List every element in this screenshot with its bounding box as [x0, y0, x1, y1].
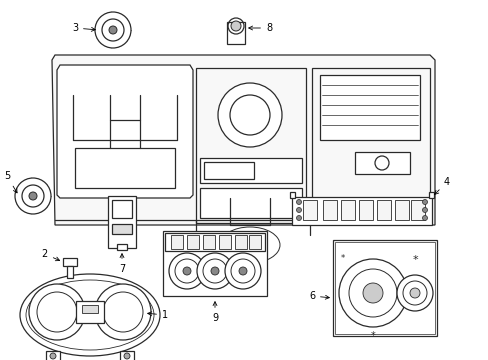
Polygon shape	[57, 65, 193, 198]
Circle shape	[95, 12, 131, 48]
Bar	[186, 235, 199, 249]
Text: *: *	[340, 253, 345, 262]
Circle shape	[422, 199, 427, 204]
Bar	[289, 192, 294, 198]
Circle shape	[169, 253, 204, 289]
Bar	[196, 68, 305, 223]
Circle shape	[50, 353, 56, 359]
Bar	[354, 152, 409, 174]
Circle shape	[296, 216, 301, 220]
Circle shape	[197, 253, 232, 289]
Bar	[82, 305, 98, 313]
Bar	[394, 200, 408, 220]
Circle shape	[296, 207, 301, 212]
Bar	[311, 68, 429, 223]
Circle shape	[29, 192, 37, 200]
Bar	[376, 200, 390, 220]
Circle shape	[95, 284, 151, 340]
Circle shape	[422, 216, 427, 220]
Bar	[303, 200, 316, 220]
Circle shape	[15, 178, 51, 214]
Bar	[332, 240, 436, 336]
Text: 2: 2	[41, 249, 60, 261]
Polygon shape	[52, 55, 434, 225]
Bar	[112, 200, 132, 218]
Bar	[428, 192, 433, 198]
Circle shape	[183, 267, 191, 275]
Circle shape	[109, 26, 117, 34]
Bar	[358, 200, 372, 220]
Circle shape	[409, 288, 419, 298]
Text: *: *	[411, 255, 417, 265]
Text: *: *	[370, 331, 375, 341]
Ellipse shape	[26, 280, 154, 350]
Bar	[203, 235, 215, 249]
Bar	[340, 200, 354, 220]
Text: 8: 8	[248, 23, 271, 33]
Bar	[120, 351, 134, 360]
Bar	[319, 75, 419, 140]
Bar	[46, 351, 60, 360]
Bar	[67, 266, 73, 278]
Circle shape	[422, 207, 427, 212]
Bar	[248, 235, 261, 249]
Bar	[235, 235, 246, 249]
Text: 4: 4	[434, 177, 449, 194]
Bar	[117, 244, 127, 250]
Text: 7: 7	[119, 254, 125, 274]
Bar	[323, 200, 336, 220]
Bar	[75, 148, 175, 188]
Bar	[291, 197, 431, 225]
Circle shape	[338, 259, 406, 327]
Circle shape	[218, 83, 282, 147]
Text: 6: 6	[308, 291, 328, 301]
Bar	[203, 162, 253, 179]
Bar	[112, 224, 132, 234]
Text: 9: 9	[211, 302, 218, 323]
Circle shape	[224, 253, 261, 289]
Circle shape	[296, 199, 301, 204]
Bar	[108, 196, 136, 248]
Circle shape	[210, 267, 219, 275]
Bar	[76, 301, 104, 323]
Bar	[164, 233, 264, 251]
Bar	[410, 200, 424, 220]
Bar	[219, 235, 230, 249]
Bar	[63, 258, 77, 266]
Circle shape	[239, 267, 246, 275]
Text: 1: 1	[147, 310, 168, 320]
Bar	[200, 158, 302, 183]
Circle shape	[124, 353, 130, 359]
Bar	[200, 188, 302, 218]
Circle shape	[362, 283, 382, 303]
Text: 3: 3	[72, 23, 95, 33]
Bar	[171, 235, 183, 249]
Circle shape	[396, 275, 432, 311]
Ellipse shape	[20, 274, 160, 356]
Text: 5: 5	[4, 171, 17, 193]
Circle shape	[230, 21, 241, 31]
Bar	[334, 242, 434, 334]
Bar	[163, 231, 266, 296]
Circle shape	[29, 284, 85, 340]
Bar	[226, 22, 244, 44]
